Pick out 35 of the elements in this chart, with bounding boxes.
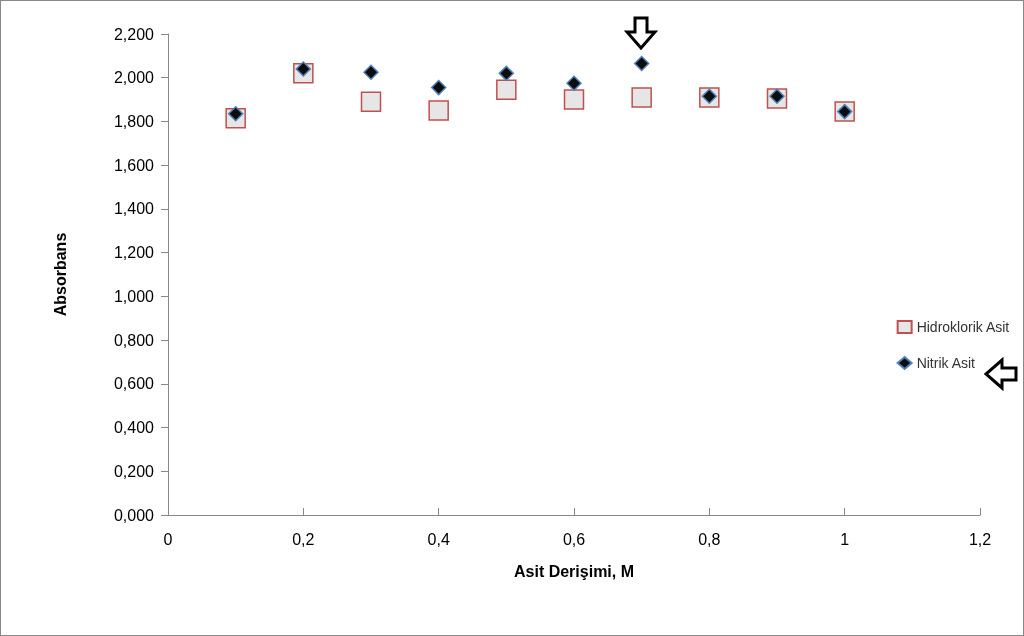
point bbox=[566, 75, 582, 91]
point bbox=[496, 79, 517, 100]
y-tick-label: 0,600 bbox=[113, 375, 155, 393]
x-tick-label: 0,2 bbox=[292, 530, 315, 548]
y-tick-label: 1,000 bbox=[113, 287, 155, 305]
point bbox=[498, 65, 515, 82]
x-tick-label: 1,2 bbox=[968, 530, 992, 548]
y-axis-title: Absorbans bbox=[51, 232, 69, 317]
x-axis-title: Asit Derişimi, M bbox=[513, 562, 635, 580]
y-tick-label: 0,000 bbox=[113, 506, 155, 524]
point bbox=[430, 79, 447, 96]
point bbox=[428, 100, 449, 121]
point bbox=[633, 55, 650, 72]
y-tick-label: 0,400 bbox=[113, 419, 155, 437]
legend-label: Nitrik Asit bbox=[916, 355, 976, 371]
point bbox=[363, 64, 379, 81]
y-tick-label: 1,600 bbox=[113, 156, 155, 174]
y-tick-label: 1,800 bbox=[113, 112, 155, 130]
legend-label: Hidroklorik Asit bbox=[916, 319, 1010, 335]
y-tick-label: 2,200 bbox=[113, 25, 155, 43]
y-tick-label: 0,800 bbox=[113, 331, 155, 349]
point bbox=[295, 61, 312, 77]
point bbox=[227, 106, 244, 122]
y-tick-label: 0,200 bbox=[113, 462, 155, 480]
point bbox=[360, 91, 382, 113]
x-tick-label: 1 bbox=[840, 530, 850, 548]
x-tick-label: 0,6 bbox=[562, 530, 586, 548]
x-tick-label: 0,4 bbox=[427, 530, 450, 548]
x-tick-label: 0,8 bbox=[698, 530, 721, 548]
x-tick-label: 0 bbox=[163, 530, 173, 548]
y-tick-label: 1,400 bbox=[113, 200, 155, 218]
y-tick-label: 1,200 bbox=[113, 244, 155, 262]
point bbox=[631, 87, 652, 108]
point bbox=[563, 89, 585, 110]
y-tick-label: 2,000 bbox=[113, 69, 155, 87]
